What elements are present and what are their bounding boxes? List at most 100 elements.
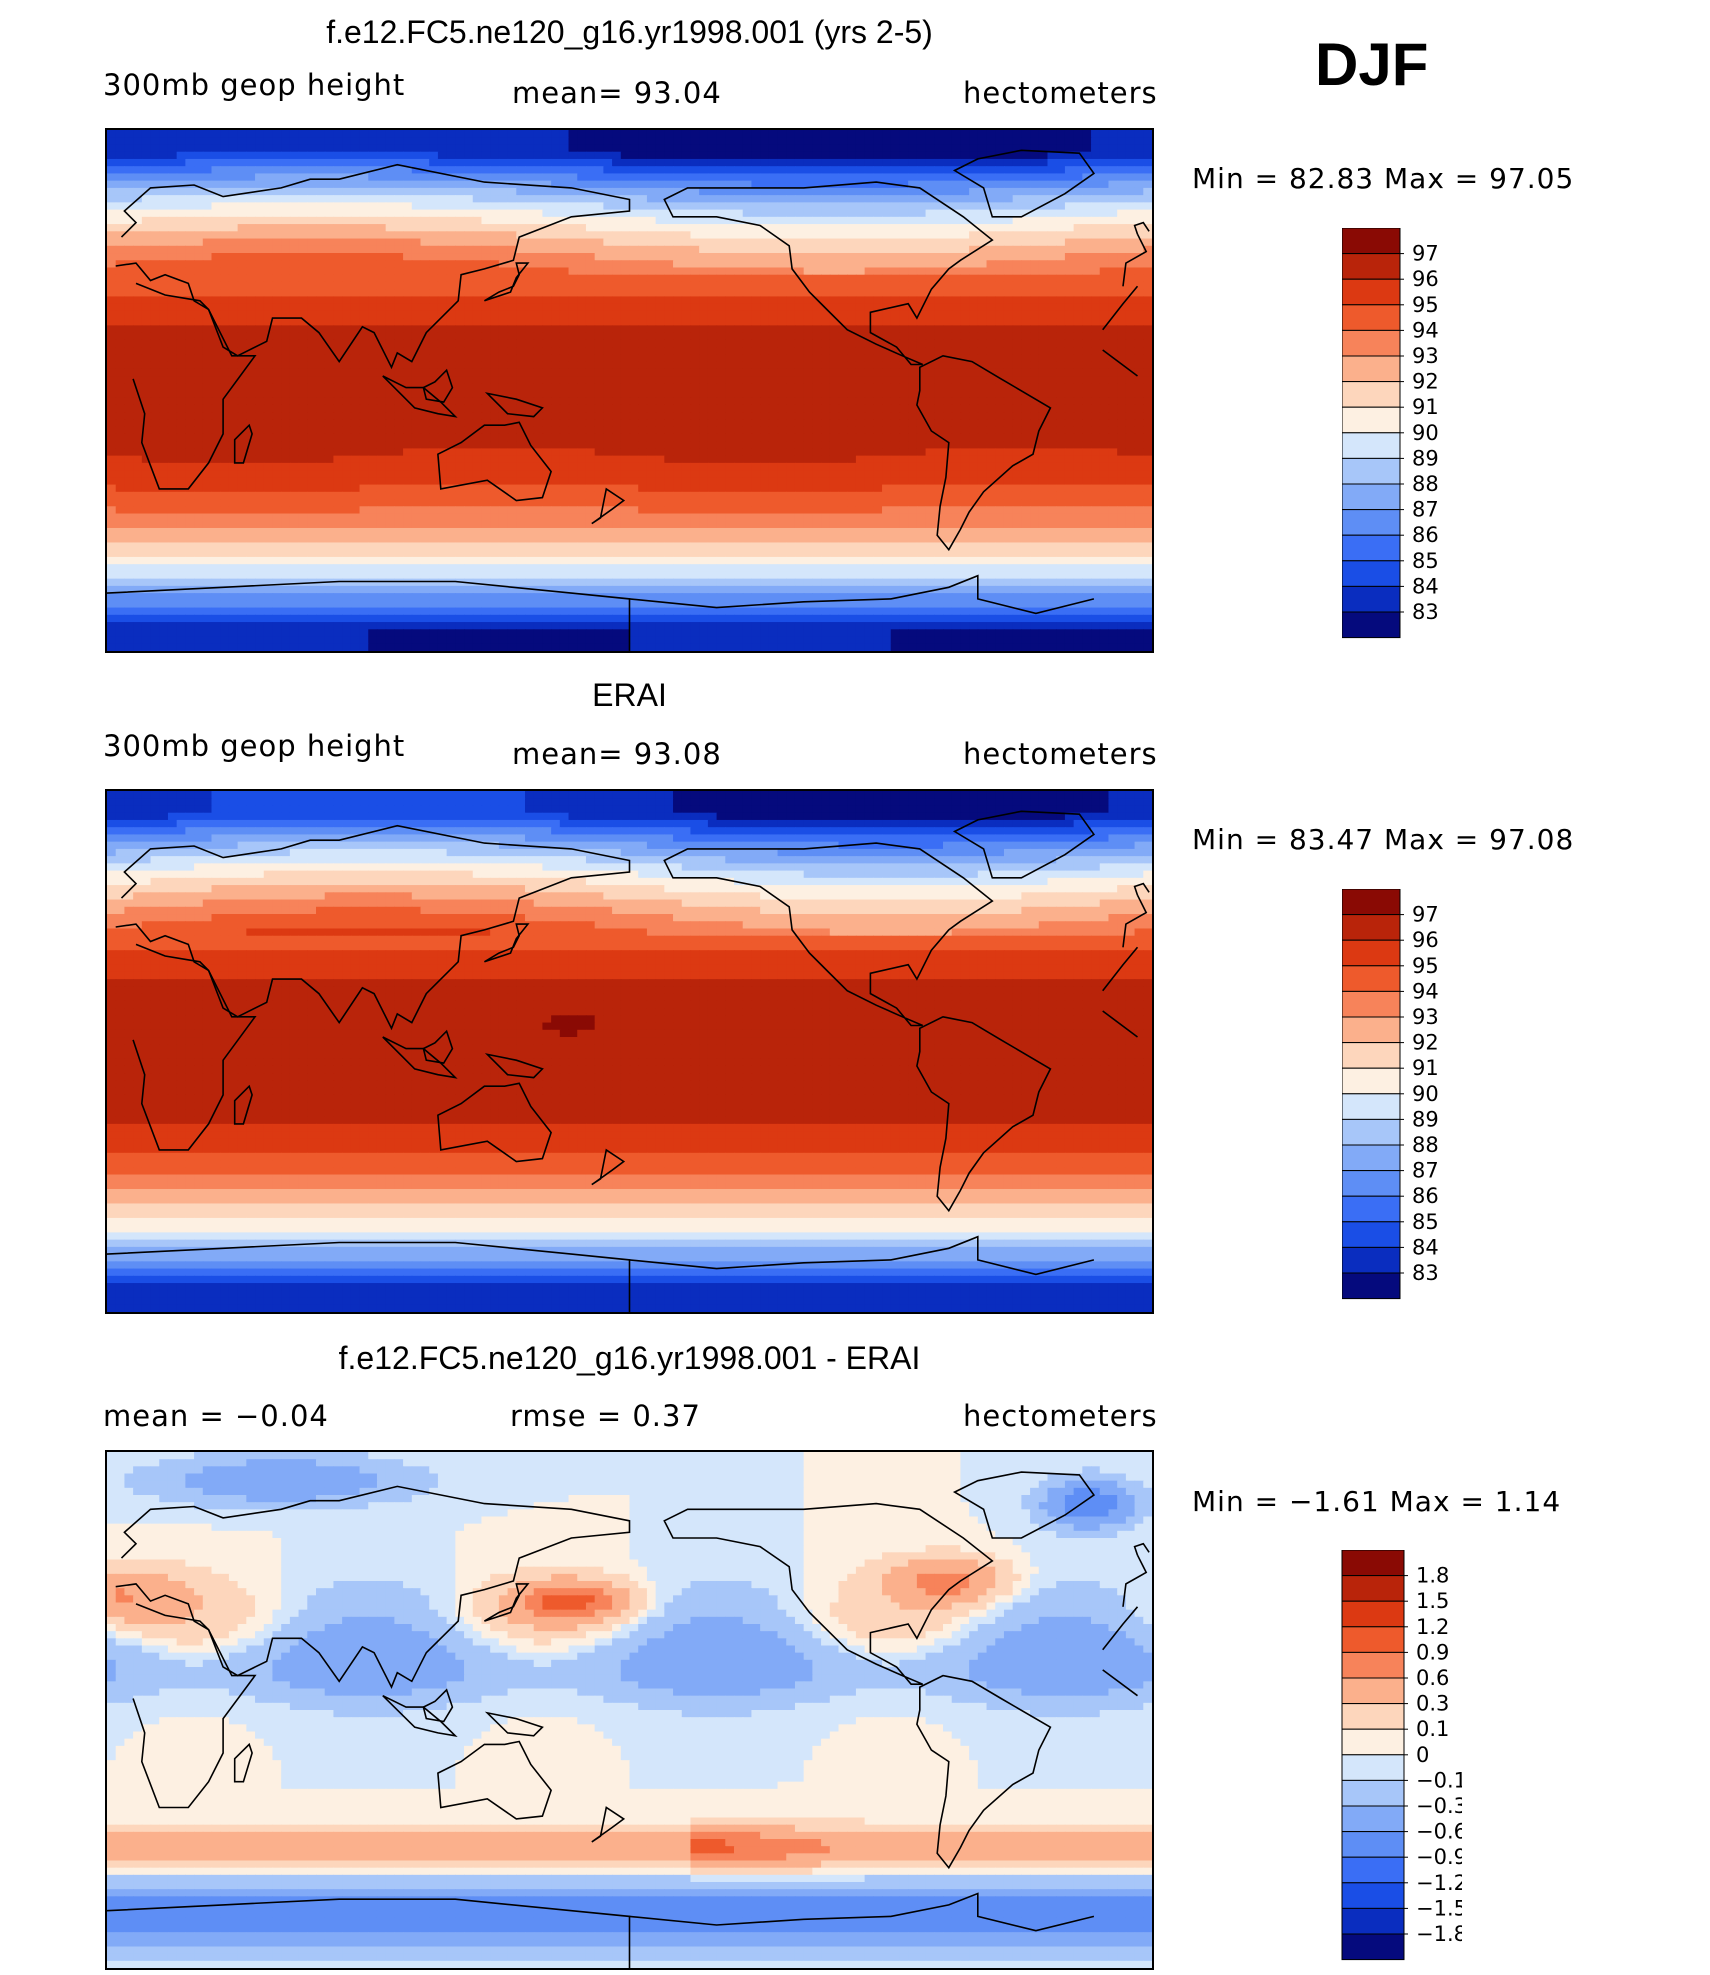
panel3-left-label: mean = −0.04 <box>103 1399 329 1433</box>
coastlines <box>107 810 1150 1312</box>
colorbar-tick-label: 91 <box>1412 395 1439 419</box>
colorbar-tick-label: 85 <box>1412 1210 1439 1234</box>
colorbar-tick-label: 0 <box>1416 1743 1429 1767</box>
colorbar-swatch <box>1341 457 1401 485</box>
colorbar-swatch <box>1341 1677 1405 1705</box>
colorbar-swatch <box>1341 1600 1405 1628</box>
colorbar-swatch <box>1341 355 1401 383</box>
colorbar-tick-label: 90 <box>1412 421 1439 445</box>
colorbar-swatch <box>1341 888 1401 916</box>
field-cells <box>107 130 1152 651</box>
coastline-antarctica <box>629 574 1095 615</box>
colorbar-tick-label: 95 <box>1412 293 1439 317</box>
colorbar-tick-label: −0.3 <box>1416 1794 1462 1818</box>
colorbar-tick-label: −1.5 <box>1416 1896 1462 1920</box>
coastline-samerica <box>916 1674 1052 1870</box>
panel1-map <box>105 128 1154 653</box>
colorbar-swatch <box>1341 483 1401 511</box>
coastline-madagascar <box>233 1084 253 1125</box>
colorbar-tick-label: 0.1 <box>1416 1717 1449 1741</box>
colorbar-tick-label: −0.1 <box>1416 1768 1462 1792</box>
colorbar-swatch <box>1341 939 1401 967</box>
coastline-greenland <box>952 810 1096 879</box>
coastline-africa <box>1102 1010 1138 1038</box>
coastline-greenland <box>952 149 1096 218</box>
colorbar-tick-label: 92 <box>1412 370 1439 394</box>
colorbar-swatch <box>1341 990 1401 1018</box>
colorbar-tick-label: 88 <box>1412 1133 1439 1157</box>
colorbar-tick-label: 89 <box>1412 446 1439 470</box>
colorbar-swatch <box>1341 1195 1401 1223</box>
colorbar-swatch <box>1341 1144 1401 1172</box>
panel2-left-label: 300mb geop height <box>103 729 405 763</box>
panel1-minmax: Min = 82.83 Max = 97.05 <box>1192 162 1574 195</box>
coastline-nz <box>591 1806 626 1843</box>
colorbar-tick-label: 96 <box>1412 928 1439 952</box>
colorbar-tick-label: −0.9 <box>1416 1845 1462 1869</box>
colorbar-tick-label: 0.3 <box>1416 1692 1449 1716</box>
colorbar-swatch <box>1341 304 1401 331</box>
colorbar-swatch <box>1341 1779 1405 1807</box>
colorbar-tick-label: 84 <box>1412 1235 1439 1259</box>
colorbar-swatch <box>1341 329 1401 357</box>
coastline-indonesia <box>382 1036 458 1079</box>
colorbar-swatch <box>1341 1042 1401 1069</box>
panel3-title: f.e12.FC5.ne120_g16.yr1998.001 - ERAI <box>105 1340 1154 1377</box>
colorbar-swatch <box>1341 1831 1405 1858</box>
coastline-borneo <box>422 1688 454 1723</box>
coastline-antarctica <box>107 1898 631 1968</box>
colorbar-tick-label: 89 <box>1412 1107 1439 1131</box>
colorbar-swatch <box>1341 560 1401 587</box>
colorbar-tick-label: 87 <box>1412 498 1439 522</box>
colorbar-swatch <box>1341 227 1401 255</box>
coastline-australia <box>437 1740 552 1820</box>
panel2-units-label: hectometers <box>963 737 1158 771</box>
coastline-greenland <box>952 1471 1096 1539</box>
colorbar-tick-label: 91 <box>1412 1056 1439 1080</box>
colorbar-tick-label: 83 <box>1412 600 1439 624</box>
coastline-namerica <box>663 181 994 366</box>
colorbar-tick-label: 86 <box>1412 1184 1439 1208</box>
coastline-namerica <box>663 842 994 1027</box>
panel1-title: f.e12.FC5.ne120_g16.yr1998.001 (yrs 2-5) <box>105 14 1154 51</box>
coastline-antarctica <box>107 580 631 651</box>
colorbar-tick-label: 1.8 <box>1416 1564 1449 1588</box>
colorbar-tick-label: 92 <box>1412 1031 1439 1055</box>
colorbar-tick-label: 85 <box>1412 549 1439 573</box>
coastline-newguinea <box>484 392 544 418</box>
coastline-madagascar <box>233 423 253 464</box>
panel2-minmax: Min = 83.47 Max = 97.08 <box>1192 823 1574 856</box>
panel3-map <box>105 1450 1154 1970</box>
coastline-africa <box>1102 946 1139 992</box>
coastline-africa <box>1102 285 1139 331</box>
colorbar-swatch <box>1341 1882 1405 1909</box>
colorbar-swatch <box>1341 1118 1401 1146</box>
coastline-samerica <box>916 1015 1052 1213</box>
coastline-uk <box>1133 1542 1150 1556</box>
coastline-antarctica <box>629 1892 1095 1932</box>
colorbar-swatch <box>1341 1246 1401 1274</box>
field-cells <box>107 791 1152 1312</box>
coastline-madagascar <box>233 1742 253 1783</box>
coastline-africa <box>1102 1669 1138 1697</box>
colorbar-swatch <box>1341 278 1401 306</box>
coastlines <box>107 1471 1150 1968</box>
coastline-africa <box>132 1603 257 1809</box>
panel2-mean-label: mean= 93.08 <box>512 737 722 771</box>
colorbar-tick-label: −1.8 <box>1416 1922 1462 1946</box>
colorbar-swatch <box>1341 1856 1405 1884</box>
colorbar-tick-label: 1.5 <box>1416 1589 1449 1613</box>
colorbar-tick-label: 96 <box>1412 267 1439 291</box>
colorbar-tick-label: −1.2 <box>1416 1871 1462 1895</box>
colorbar-swatch <box>1341 1575 1405 1602</box>
coastline-africa <box>132 282 257 490</box>
panel2-title: ERAI <box>105 677 1154 714</box>
colorbar-tick-label: 0.6 <box>1416 1666 1449 1690</box>
colorbar-swatch <box>1341 585 1401 613</box>
panel2-map <box>105 789 1154 1314</box>
colorbar-swatch <box>1341 611 1401 639</box>
colorbar-swatch <box>1341 1272 1401 1300</box>
coastline-uk <box>1133 882 1150 896</box>
colorbar-swatch <box>1341 1221 1401 1248</box>
coastline-australia <box>437 421 552 502</box>
